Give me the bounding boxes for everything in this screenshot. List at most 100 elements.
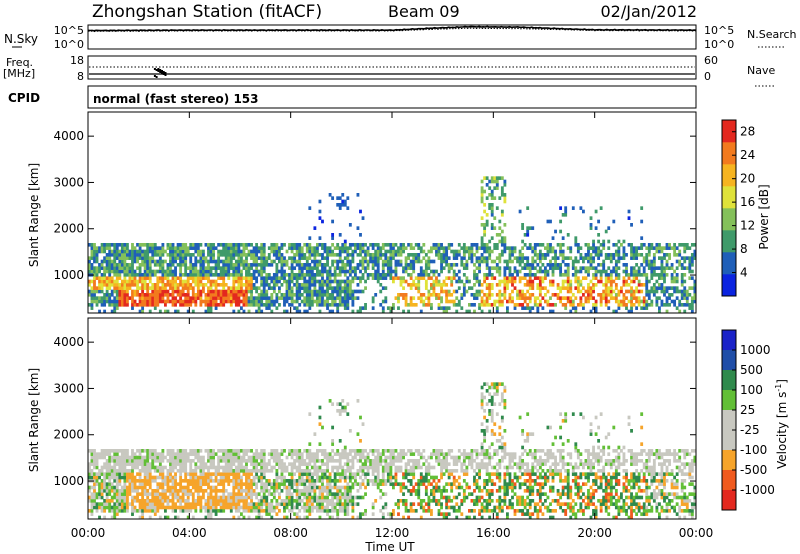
velocity-cell <box>174 475 177 480</box>
power-cell <box>576 259 580 264</box>
power-cell <box>587 286 590 290</box>
power-cell <box>141 299 145 304</box>
power-cell <box>242 303 246 307</box>
power-cell <box>381 273 385 277</box>
velocity-cell <box>341 502 345 506</box>
power-cell <box>617 299 621 304</box>
velocity-cell <box>115 459 119 463</box>
velocity-cell <box>240 489 243 493</box>
velocity-cell <box>194 489 198 493</box>
power-cell <box>131 279 134 284</box>
power-cell <box>212 259 215 264</box>
velocity-cell <box>126 502 129 506</box>
power-cell <box>690 306 694 310</box>
velocity-cell <box>237 469 241 473</box>
frequency-point <box>164 72 167 74</box>
power-cell <box>384 259 388 264</box>
power-cell <box>462 263 466 267</box>
power-cell <box>103 299 107 304</box>
velocity-cell <box>148 515 152 520</box>
power-cell <box>392 276 395 280</box>
velocity-cell <box>161 469 165 473</box>
power-cell <box>240 253 243 257</box>
power-cell <box>579 289 583 294</box>
power-cell <box>386 259 390 264</box>
velocity-cell <box>245 472 248 476</box>
power-cell <box>500 303 504 307</box>
velocity-cell <box>179 472 183 476</box>
velocity-cell <box>181 465 185 470</box>
power-cell <box>652 286 656 290</box>
velocity-cell <box>191 485 195 490</box>
power-cell <box>546 273 550 277</box>
power-cell <box>402 296 405 300</box>
velocity-cell <box>209 502 213 506</box>
velocity-cell <box>298 479 302 483</box>
power-cell <box>488 206 492 210</box>
velocity-cell <box>169 465 172 470</box>
power-cell <box>181 293 185 297</box>
power-cell <box>240 306 243 310</box>
power-cell <box>229 263 233 267</box>
power-cell <box>655 249 659 254</box>
power-cell <box>678 309 682 314</box>
power-cell <box>655 246 659 250</box>
power-cell <box>308 236 312 240</box>
velocity-cell <box>321 499 324 503</box>
power-cell <box>262 266 266 270</box>
power-cell <box>640 236 644 240</box>
power-cell <box>174 283 177 287</box>
power-cell <box>308 249 312 254</box>
power-cell <box>245 269 248 274</box>
power-cell <box>645 299 649 304</box>
velocity-cell <box>338 459 342 463</box>
power-cell <box>202 256 205 260</box>
velocity-cell <box>88 499 91 503</box>
power-cell <box>386 256 390 260</box>
power-cell <box>561 213 565 217</box>
power-cell <box>435 249 438 254</box>
velocity-cell <box>310 479 314 483</box>
power-cell <box>366 259 370 264</box>
power-cell <box>93 273 96 277</box>
velocity-cell <box>252 479 256 483</box>
velocity-cell <box>343 469 347 473</box>
power-cell <box>419 246 423 250</box>
velocity-cell <box>290 449 294 453</box>
velocity-cell <box>262 475 266 480</box>
power-cell <box>115 246 119 250</box>
power-cell <box>468 256 471 260</box>
power-cell <box>280 256 284 260</box>
power-cell <box>594 306 598 310</box>
power-cell <box>308 276 312 280</box>
power-cell <box>587 253 590 257</box>
power-cell <box>523 233 527 237</box>
power-cell <box>93 256 96 260</box>
power-cell <box>627 309 631 314</box>
velocity-cell <box>153 489 157 493</box>
velocity-cell <box>272 449 276 453</box>
power-cell <box>126 286 129 290</box>
power-cell <box>397 299 400 304</box>
velocity-cell <box>270 502 274 506</box>
power-cell <box>232 286 236 290</box>
power-cell <box>693 256 697 260</box>
power-cell <box>609 276 613 280</box>
power-cell <box>475 249 479 254</box>
power-cell <box>295 283 299 287</box>
power-cell <box>364 243 367 247</box>
power-cell <box>313 276 317 280</box>
power-cell <box>270 276 274 280</box>
power-cell <box>475 246 479 250</box>
power-cell <box>328 246 332 250</box>
velocity-cell <box>217 449 221 453</box>
velocity-cell <box>118 505 122 510</box>
power-cell <box>473 263 476 267</box>
velocity-cell <box>290 502 294 506</box>
velocity-cell <box>146 455 150 460</box>
power-cell <box>316 266 319 270</box>
power-cell <box>270 243 274 247</box>
power-cell <box>222 293 226 297</box>
power-cell <box>171 273 175 277</box>
power-cell <box>222 266 226 270</box>
